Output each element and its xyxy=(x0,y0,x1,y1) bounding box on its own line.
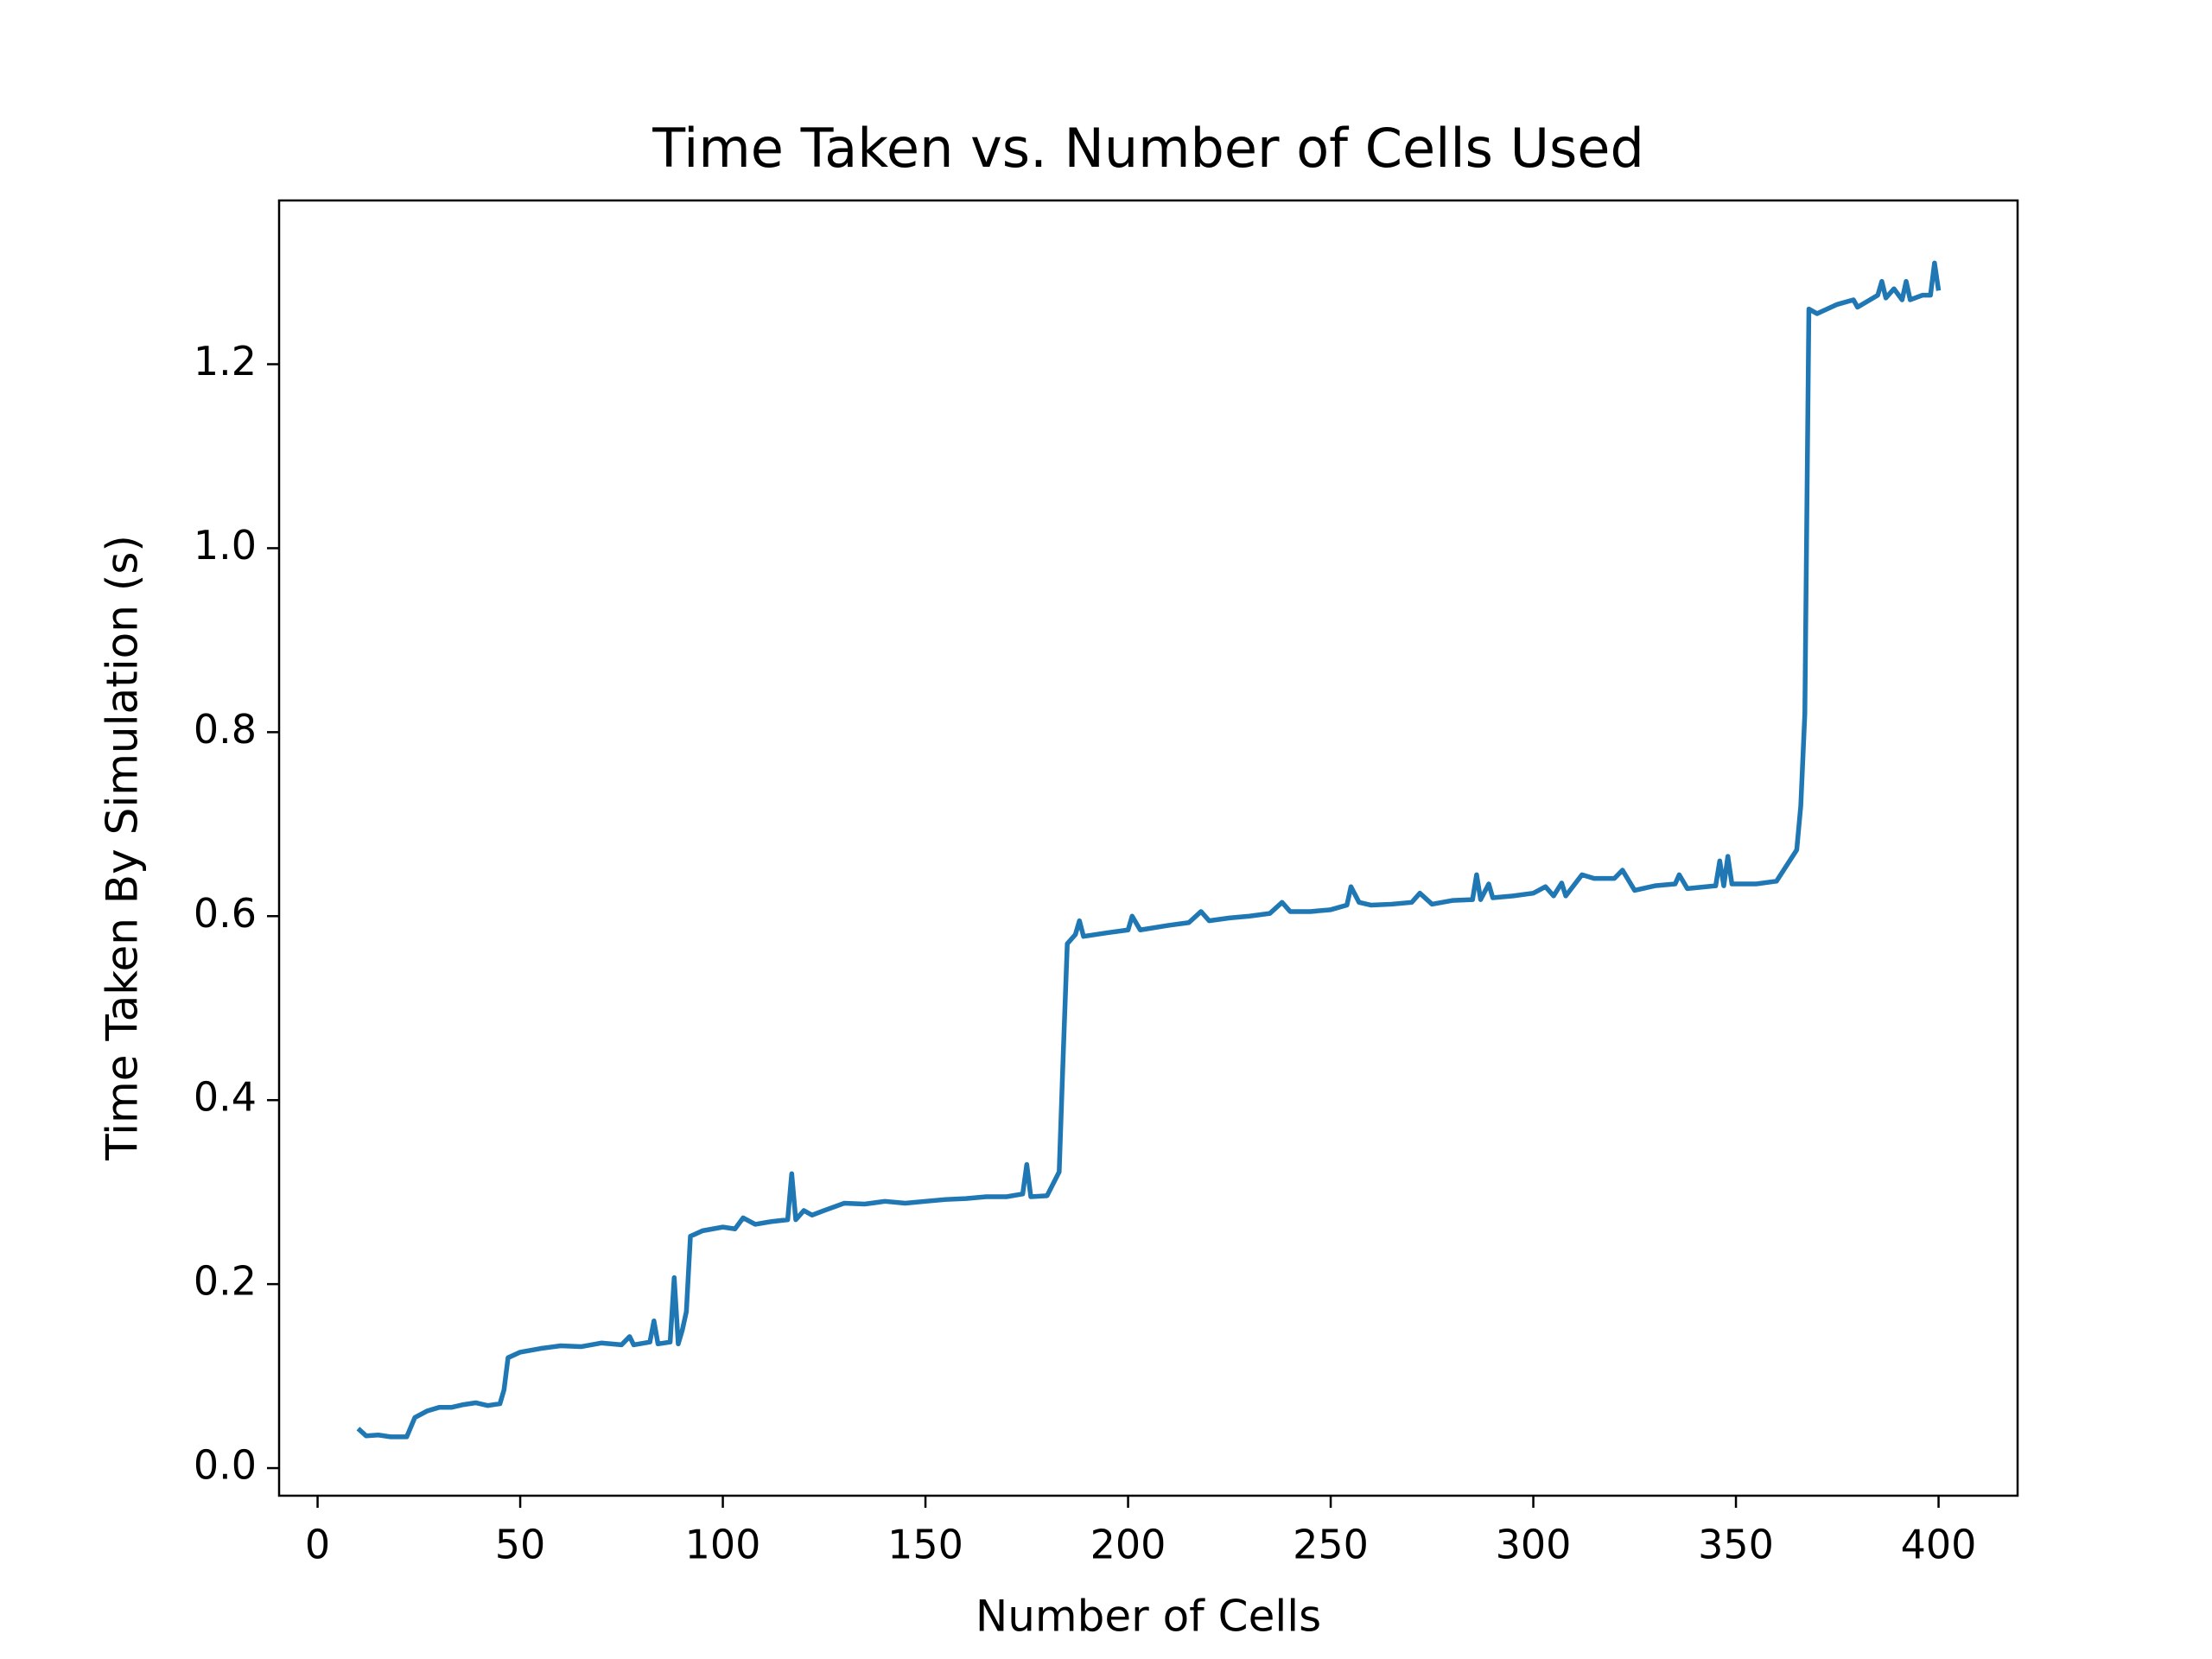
y-tick-label: 1.0 xyxy=(194,522,257,569)
y-tick-label: 0.6 xyxy=(194,890,257,937)
y-tick-label: 0.0 xyxy=(194,1442,257,1489)
x-axis-label: Number of Cells xyxy=(976,1592,1321,1642)
x-tick-label: 100 xyxy=(685,1522,761,1568)
x-tick-label: 50 xyxy=(495,1522,546,1568)
x-tick-label: 300 xyxy=(1496,1522,1572,1568)
x-tick-label: 200 xyxy=(1090,1522,1166,1568)
x-tick-label: 0 xyxy=(305,1522,330,1568)
data-line xyxy=(356,260,1942,1440)
x-tick-label: 150 xyxy=(887,1522,963,1568)
x-tick-label: 350 xyxy=(1698,1522,1774,1568)
y-tick-label: 1.2 xyxy=(194,338,257,385)
y-axis-label: Time Taken By Simulation (s) xyxy=(98,535,148,1161)
y-tick-label: 0.4 xyxy=(194,1074,257,1121)
y-tick-label: 0.2 xyxy=(194,1258,257,1305)
x-tick-label: 400 xyxy=(1901,1522,1977,1568)
x-tick-label: 250 xyxy=(1293,1522,1369,1568)
y-tick-label: 0.8 xyxy=(194,706,257,753)
chart-title: Time Taken vs. Number of Cells Used xyxy=(652,117,1644,180)
plot-frame xyxy=(277,199,2019,1497)
